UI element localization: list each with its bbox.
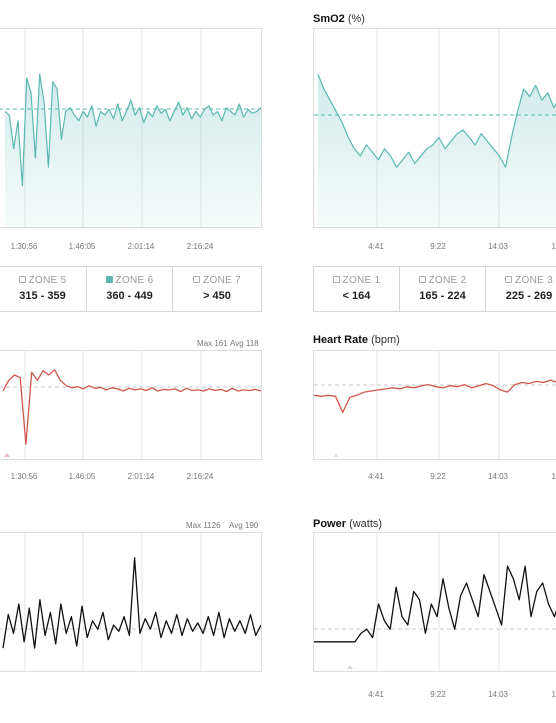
series-area — [318, 74, 556, 227]
left-mid-xtick-1: 1:30:56 — [10, 472, 38, 481]
left-top-xtick-1: 1:30:56 — [10, 242, 38, 251]
zone-3-name: ZONE 3 — [515, 275, 553, 286]
power-plot — [313, 532, 556, 672]
series-line — [2, 557, 261, 649]
start-marker — [347, 665, 353, 669]
smo2-title-unit: (%) — [347, 13, 365, 25]
zone-7-range: > 450 — [203, 290, 231, 302]
left-bot-svg — [0, 533, 261, 671]
zones-left-bar: ZONE 5 315 - 359 ZONE 6 360 - 449 ZONE 7… — [0, 266, 262, 312]
zone-5-checkbox[interactable] — [18, 276, 26, 283]
left-mid-avg: Avg 118 — [230, 339, 259, 348]
start-marker — [4, 453, 10, 457]
zone-1-name: ZONE 1 — [342, 275, 381, 286]
smo2-xtick-2: 9:22 — [430, 242, 446, 251]
series-line — [314, 379, 556, 413]
left-mid-plot — [0, 350, 262, 460]
heart-rate-xtick-3: 14:03 — [487, 472, 509, 481]
zone-5-range: 315 - 359 — [19, 290, 66, 302]
smo2-xtick-3: 14:03 — [487, 242, 509, 251]
power-title: Power (watts) — [313, 518, 382, 530]
zone-1-checkbox[interactable] — [332, 276, 340, 283]
zone-7-name: ZONE 7 — [203, 275, 241, 286]
smo2-title: SmO2 (%) — [313, 13, 365, 25]
left-bot-max: Max 1126 — [186, 521, 221, 530]
zone-7-cell[interactable]: ZONE 7 > 450 — [173, 267, 261, 311]
series-line — [4, 73, 261, 187]
left-mid-svg — [0, 351, 261, 459]
zones-right-bar: ZONE 1 < 164 ZONE 2 165 - 224 ZONE 3 225… — [313, 266, 556, 312]
zone-6-range: 360 - 449 — [106, 290, 153, 302]
zone-6-name: ZONE 6 — [115, 275, 154, 286]
power-xtick-2: 9:22 — [430, 690, 446, 699]
left-mid-xtick-3: 2:01:14 — [127, 472, 155, 481]
heart-rate-xtick-1: 4:41 — [368, 472, 384, 481]
left-bot-plot — [0, 532, 262, 672]
heart-rate-title-text: Heart Rate — [313, 334, 369, 346]
zone-2-checkbox[interactable] — [418, 276, 426, 283]
zone-1-cell[interactable]: ZONE 1 < 164 — [314, 267, 400, 311]
heart-rate-svg — [314, 351, 556, 459]
left-top-xtick-4: 2:16:24 — [186, 242, 214, 251]
smo2-plot — [313, 28, 556, 228]
zone-1-range: < 164 — [342, 290, 371, 302]
zone-7-checkbox[interactable] — [193, 276, 201, 283]
zone-3-cell[interactable]: ZONE 3 225 - 269 — [486, 267, 556, 311]
heart-rate-xtick-4: 18 — [551, 472, 556, 481]
power-title-text: Power — [313, 518, 347, 530]
left-top-xtick-2: 1:46:05 — [68, 242, 96, 251]
zone-1-label: ZONE 1 — [314, 275, 399, 286]
left-mid-xtick-2: 1:46:05 — [68, 472, 96, 481]
zone-3-checkbox[interactable] — [505, 276, 513, 283]
zone-6-label: ZONE 6 — [87, 275, 172, 286]
zone-3-label: ZONE 3 — [486, 275, 556, 286]
left-mid-max: Max 161 — [197, 339, 228, 348]
smo2-svg — [314, 29, 556, 227]
series-line — [317, 73, 556, 168]
smo2-xtick-4: 18 — [551, 242, 556, 251]
zone-2-label: ZONE 2 — [400, 275, 485, 286]
zone-2-cell[interactable]: ZONE 2 165 - 224 — [400, 267, 486, 311]
zone-7-label: ZONE 7 — [173, 275, 261, 286]
smo2-title-text: SmO2 — [313, 13, 345, 25]
zone-2-range: 165 - 224 — [419, 290, 466, 302]
power-svg — [314, 533, 556, 671]
zone-5-cell[interactable]: ZONE 5 315 - 359 — [0, 267, 87, 311]
power-xtick-3: 14:03 — [487, 690, 509, 699]
zone-6-cell[interactable]: ZONE 6 360 - 449 — [87, 267, 173, 311]
zone-6-checkbox[interactable] — [105, 276, 113, 283]
series-area — [5, 74, 261, 227]
series-line — [314, 565, 556, 643]
left-top-plot — [0, 28, 262, 228]
heart-rate-plot — [313, 350, 556, 460]
zone-5-name: ZONE 5 — [28, 275, 67, 286]
series-line — [2, 369, 261, 445]
heart-rate-title: Heart Rate (bpm) — [313, 334, 400, 346]
zone-2-name: ZONE 2 — [428, 275, 467, 286]
zone-5-label: ZONE 5 — [0, 275, 86, 286]
zone-3-range: 225 - 269 — [505, 290, 553, 302]
power-xtick-1: 4:41 — [368, 690, 384, 699]
power-title-unit: (watts) — [349, 518, 383, 530]
heart-rate-title-unit: (bpm) — [371, 334, 400, 346]
left-top-svg — [0, 29, 261, 227]
power-xtick-4: 18 — [551, 690, 556, 699]
left-top-xtick-3: 2:01:14 — [127, 242, 155, 251]
left-mid-xtick-4: 2:16:24 — [186, 472, 214, 481]
smo2-xtick-1: 4:41 — [368, 242, 384, 251]
heart-rate-xtick-2: 9:22 — [430, 472, 446, 481]
start-marker — [333, 453, 339, 457]
left-bot-avg: Avg 190 — [229, 521, 259, 530]
